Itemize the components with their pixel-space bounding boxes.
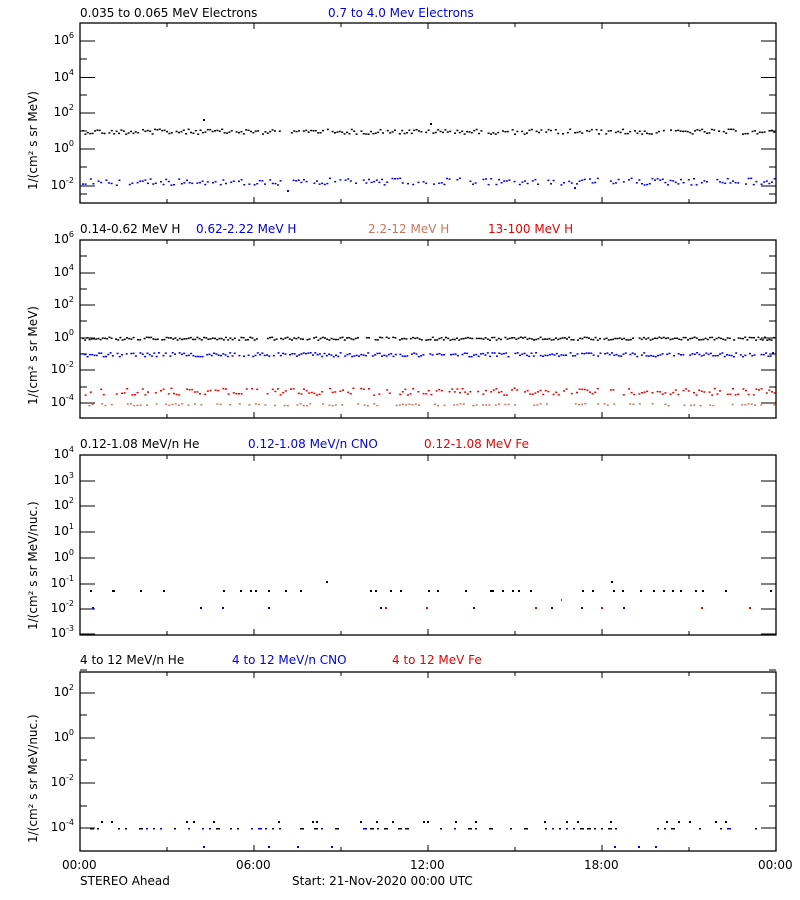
legend-item: 4 to 12 MeV Fe <box>392 653 482 667</box>
y-tick-label: 100 <box>53 728 74 745</box>
y-tick-label: 104 <box>53 67 74 84</box>
y-tick-label: 102 <box>53 683 74 700</box>
y-tick-label: 102 <box>53 496 74 513</box>
legend-item: 13-100 MeV H <box>488 222 574 236</box>
legend-item: 4 to 12 MeV/n He <box>80 653 185 667</box>
y-tick-label: 10-2 <box>50 599 74 616</box>
spacecraft-label: STEREO Ahead <box>80 874 170 888</box>
y-tick-label: 106 <box>53 31 74 48</box>
y-tick-label: 102 <box>53 295 74 312</box>
y-tick-label: 10-2 <box>50 773 74 790</box>
y-tick-label: 10-1 <box>50 574 74 591</box>
x-tick-label: 00:00 <box>758 858 793 872</box>
x-tick-label: 12:00 <box>410 858 445 872</box>
y-tick-label: 10-4 <box>50 393 74 410</box>
y-tick-label: 104 <box>53 263 74 280</box>
y-tick-label: 100 <box>53 548 74 565</box>
panel-electrons: 0.035 to 0.065 MeV Electrons 0.7 to 4.0 … <box>0 0 800 215</box>
y-tick-label: 10-3 <box>50 624 74 641</box>
y-tick-label: 104 <box>53 445 74 462</box>
legend-item: 0.7 to 4.0 Mev Electrons <box>328 6 474 20</box>
y-tick-label: 101 <box>53 522 74 539</box>
legend-item: 0.035 to 0.065 MeV Electrons <box>80 6 258 20</box>
plot-frame <box>79 671 777 852</box>
legend-item: 0.62-2.22 MeV H <box>196 222 297 236</box>
y-tick-label: 100 <box>53 139 74 156</box>
panel-protons: 0.14-0.62 MeV H 0.62-2.22 MeV H 2.2-12 M… <box>0 0 800 430</box>
legend-item: 0.12-1.08 MeV Fe <box>424 437 529 451</box>
x-tick-label: 18:00 <box>584 858 619 872</box>
y-tick-label: 10-2 <box>50 360 74 377</box>
y-tick-label: 102 <box>53 103 74 120</box>
legend-item: 0.12-1.08 MeV/n CNO <box>248 437 378 451</box>
legend-item: 2.2-12 MeV H <box>368 222 450 236</box>
start-time-label: Start: 21-Nov-2020 00:00 UTC <box>292 874 473 888</box>
plot-frame <box>79 22 777 204</box>
y-tick-label: 100 <box>53 328 74 345</box>
legend-item: 0.14-0.62 MeV H <box>80 222 181 236</box>
y-tick-label: 103 <box>53 471 74 488</box>
panel-low-energy-ions: 0.12-1.08 MeV/n He 0.12-1.08 MeV/n CNO 0… <box>26 437 529 630</box>
y-tick-label: 106 <box>53 230 74 247</box>
y-tick-label: 10-4 <box>50 818 74 835</box>
legend-item: 0.12-1.08 MeV/n He <box>80 437 200 451</box>
y-tick-label: 10-2 <box>50 176 74 193</box>
legend-item: 4 to 12 MeV/n CNO <box>232 653 347 667</box>
x-tick-label: 00:00 <box>62 858 97 872</box>
x-tick-label: 06:00 <box>236 858 271 872</box>
